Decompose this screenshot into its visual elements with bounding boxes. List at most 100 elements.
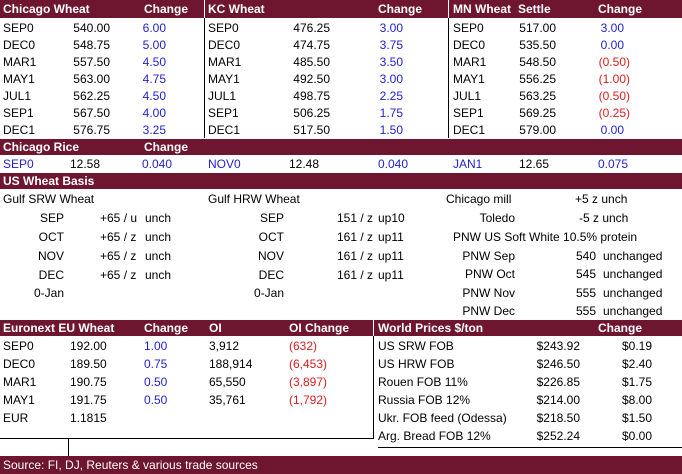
hrw-note: up11 <box>378 249 404 263</box>
world-name: Russia FOB 12% <box>378 393 471 407</box>
mn-price: 535.50 <box>519 38 556 52</box>
world-prices-title: World Prices $/ton <box>378 321 484 335</box>
mn-price: 517.00 <box>519 21 556 35</box>
hrw-note: up10 <box>378 211 405 225</box>
mn-month: MAY1 <box>453 72 485 86</box>
pnw-note: unchanged <box>603 304 663 318</box>
euronext-oi: 188,914 <box>209 357 253 371</box>
pnw-month: PNW Sep <box>462 249 515 263</box>
rice-header-band <box>0 139 682 155</box>
world-name: Arg. Bread FOB 12% <box>378 429 491 443</box>
kc-price: 492.50 <box>293 72 330 86</box>
euronext-oi: 3,912 <box>209 339 240 353</box>
hrw-month: NOV <box>257 249 284 263</box>
srw-note: unch <box>145 268 172 282</box>
world-price: $243.92 <box>536 339 580 353</box>
pnw-title: PNW US Soft White 10.5% protein <box>453 230 638 244</box>
pnw-value: 555 <box>575 286 596 300</box>
kc-price: 506.25 <box>293 106 330 120</box>
euronext-oi-change: (6,453) <box>289 357 328 371</box>
euronext-change: 0.75 <box>144 357 168 371</box>
chicago-change: 5.00 <box>142 38 166 52</box>
mn-wheat-title: MN Wheat <box>453 2 511 16</box>
srw-note: unch <box>145 211 172 225</box>
chicago-change-header: Change <box>144 2 189 16</box>
euronext-price: 191.75 <box>70 393 107 407</box>
pnw-month: PNW Nov <box>462 286 515 300</box>
world-name: US SRW FOB <box>378 339 454 353</box>
kc-change-header: Change <box>378 2 423 16</box>
mn-month: MAR1 <box>453 55 487 69</box>
srw-value: +65 / u <box>100 211 138 225</box>
chicago-mill-label: Chicago mill <box>446 192 512 206</box>
pnw-note: unchanged <box>603 286 663 300</box>
eur-value: 1.1815 <box>70 411 107 425</box>
hrw-month: SEP <box>259 211 284 225</box>
world-price: $214.00 <box>536 393 580 407</box>
kc-price: 517.50 <box>293 123 330 137</box>
world-change: $8.00 <box>621 393 652 407</box>
euronext-oi-header: OI <box>209 321 222 335</box>
chicago-change: 4.75 <box>142 72 166 86</box>
euronext-oi-change-header: OI Change <box>289 321 350 335</box>
world-name: Rouen FOB 11% <box>378 375 468 389</box>
chicago-wheat-title: Chicago Wheat <box>3 2 90 16</box>
chicago-price: 562.25 <box>73 89 110 103</box>
mn-price: 556.25 <box>519 72 556 86</box>
euronext-oi: 65,550 <box>209 375 246 389</box>
mn-change: (0.25) <box>598 106 630 120</box>
mn-settle-header: Settle <box>518 2 551 16</box>
kc-price: 474.75 <box>293 38 330 52</box>
world-price: $246.50 <box>536 357 580 371</box>
mn-change: (0.50) <box>598 89 630 103</box>
euronext-month: MAY1 <box>3 393 35 407</box>
chicago-change: 4.50 <box>142 89 166 103</box>
chicago-month: SEP1 <box>3 106 34 120</box>
kc-change: 3.00 <box>379 21 403 35</box>
hrw-month: OCT <box>258 230 284 244</box>
euronext-price: 189.50 <box>70 357 107 371</box>
euronext-price: 190.75 <box>70 375 107 389</box>
srw-value: +65 / z <box>100 230 137 244</box>
chicago-price: 540.00 <box>73 21 110 35</box>
rice-change-1: 0.040 <box>142 157 173 171</box>
rice-price-2: 12.48 <box>289 157 320 171</box>
kc-month: DEC1 <box>208 123 241 137</box>
euronext-oi-change: (632) <box>289 339 318 353</box>
kc-month: MAY1 <box>208 72 240 86</box>
chicago-price: 557.50 <box>73 55 110 69</box>
basis-header-band <box>0 173 682 189</box>
mn-change: (1.00) <box>598 72 630 86</box>
euronext-oi-change: (1,792) <box>289 393 328 407</box>
mn-price: 548.50 <box>519 55 556 69</box>
hrw-note: up11 <box>378 230 404 244</box>
srw-value: +65 / z <box>100 249 137 263</box>
mn-price: 569.25 <box>519 106 556 120</box>
euronext-oi-change: (3,897) <box>289 375 328 389</box>
chicago-change: 6.00 <box>142 21 166 35</box>
kc-change: 3.75 <box>379 38 403 52</box>
rice-change-2: 0.040 <box>378 157 409 171</box>
srw-month: OCT <box>38 230 64 244</box>
kc-change: 3.50 <box>379 55 403 69</box>
mn-change: 0.00 <box>600 38 624 52</box>
hrw-note: up11 <box>378 268 404 282</box>
world-price: $226.85 <box>536 375 580 389</box>
pnw-note: unchanged <box>603 249 663 263</box>
pnw-month: PNW Oct <box>465 267 515 281</box>
rice-month-2: NOV0 <box>208 157 241 171</box>
kc-month: SEP0 <box>208 21 239 35</box>
rice-title: Chicago Rice <box>3 140 80 154</box>
euronext-oi: 35,761 <box>209 393 246 407</box>
hrw-title: Gulf HRW Wheat <box>208 192 300 206</box>
pnw-note: unchanged <box>603 267 663 281</box>
mn-month: SEP1 <box>453 106 484 120</box>
mn-month: JUL1 <box>453 89 482 103</box>
srw-note: unch <box>145 249 172 263</box>
chicago-month: DEC1 <box>3 123 36 137</box>
chicago-change: 4.00 <box>142 106 166 120</box>
srw-month: SEP <box>39 211 64 225</box>
rice-price-1: 12.58 <box>70 157 101 171</box>
pnw-value: 545 <box>575 267 596 281</box>
